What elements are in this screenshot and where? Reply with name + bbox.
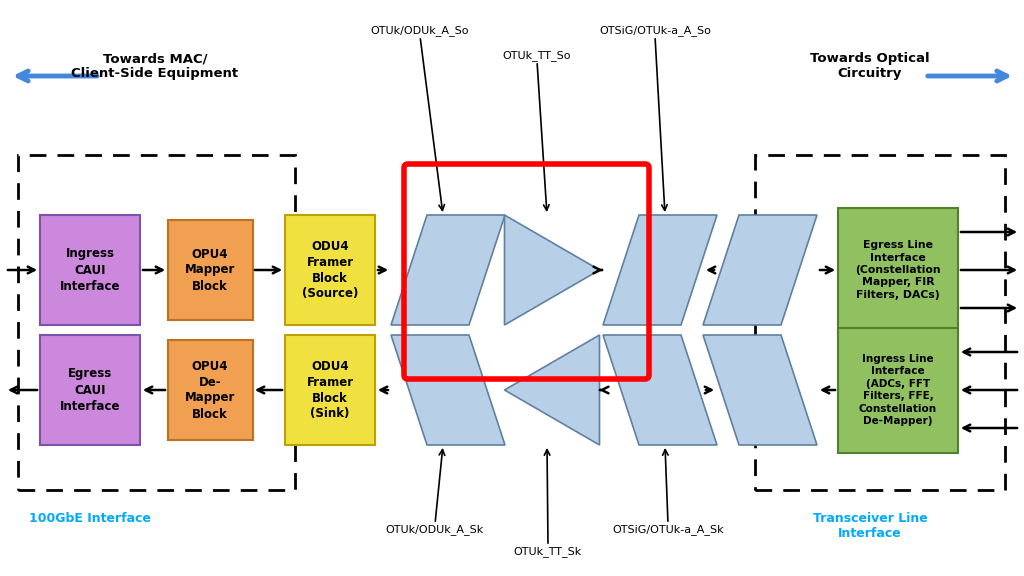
Text: Towards Optical
Circuitry: Towards Optical Circuitry (810, 52, 930, 80)
Text: Egress
CAUI
Interface: Egress CAUI Interface (59, 367, 120, 412)
Bar (285, 215, 375, 325)
Bar (755, 155, 1005, 490)
Text: Transceiver Line
Interface: Transceiver Line Interface (813, 512, 928, 540)
Text: Towards MAC/
Client-Side Equipment: Towards MAC/ Client-Side Equipment (72, 52, 239, 80)
Text: ODU4
Framer
Block
(Sink): ODU4 Framer Block (Sink) (306, 359, 353, 420)
Text: 100GbE Interface: 100GbE Interface (29, 511, 151, 525)
Text: OTUk_TT_So: OTUk_TT_So (503, 50, 571, 61)
Bar (40, 215, 140, 325)
Bar (168, 340, 253, 440)
Text: OPU4
De-
Mapper
Block: OPU4 De- Mapper Block (184, 359, 236, 420)
Text: OPU4
Mapper
Block: OPU4 Mapper Block (184, 248, 236, 293)
Polygon shape (391, 215, 505, 325)
Text: OTSiG/OTUk-a_A_Sk: OTSiG/OTUk-a_A_Sk (612, 524, 724, 535)
Text: Ingress
CAUI
Interface: Ingress CAUI Interface (59, 248, 120, 293)
Bar (18, 155, 295, 490)
Text: Ingress Line
Interface
(ADCs, FFT
Filters, FFE,
Constellation
De-Mapper): Ingress Line Interface (ADCs, FFT Filter… (859, 354, 937, 426)
Text: ODU4
Framer
Block
(Source): ODU4 Framer Block (Source) (302, 240, 358, 301)
Bar (168, 220, 253, 320)
Text: Egress Line
Interface
(Constellation
Mapper, FIR
Filters, DACs): Egress Line Interface (Constellation Map… (855, 240, 941, 300)
Text: OTUk/ODUk_A_So: OTUk/ODUk_A_So (371, 25, 469, 36)
Text: OTUk/ODUk_A_Sk: OTUk/ODUk_A_Sk (386, 524, 484, 535)
Polygon shape (703, 335, 817, 445)
Text: OTUk_TT_Sk: OTUk_TT_Sk (514, 546, 582, 557)
Bar (40, 335, 140, 445)
Polygon shape (703, 215, 817, 325)
Bar (838, 328, 958, 453)
Bar (285, 335, 375, 445)
Bar (838, 207, 958, 332)
Polygon shape (505, 215, 599, 325)
Polygon shape (603, 335, 717, 445)
Polygon shape (603, 215, 717, 325)
Polygon shape (505, 335, 599, 445)
Polygon shape (391, 335, 505, 445)
Text: OTSiG/OTUk-a_A_So: OTSiG/OTUk-a_A_So (599, 25, 711, 36)
